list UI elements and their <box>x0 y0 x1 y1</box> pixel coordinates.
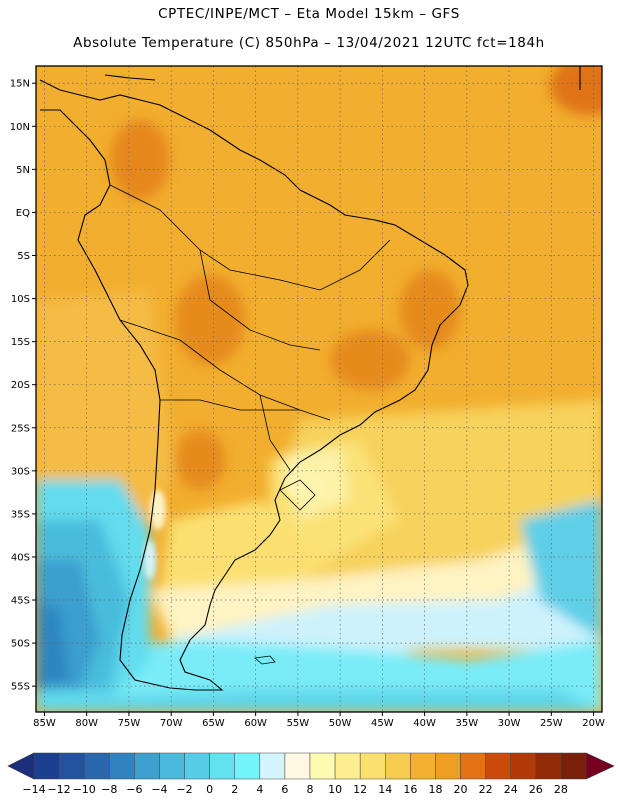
colorbar-swatch <box>259 752 286 780</box>
lat-tick-label: 15S <box>11 337 30 348</box>
lat-tick-label: EQ <box>16 208 30 219</box>
lon-tick-label: 60W <box>244 718 267 729</box>
colorbar-label: −8 <box>101 783 117 796</box>
lat-tick-label: 20S <box>11 380 30 391</box>
lat-tick-label: 10N <box>10 122 30 133</box>
colorbar-labels: −14 −12 −10 −8 −6 −4 −2 0 2 4 6 8 10 12 14 16 18 20 22 24 26… <box>22 783 568 796</box>
colorbar-swatch <box>535 752 562 780</box>
lon-tick-label: 45W <box>371 718 394 729</box>
colorbar-label: 8 <box>307 783 314 796</box>
lon-tick-label: 70W <box>160 718 183 729</box>
colorbar-label: 26 <box>529 783 543 796</box>
lon-tick-label: 55W <box>287 718 310 729</box>
colorbar-swatch <box>284 752 311 780</box>
colorbar-swatch <box>359 752 386 780</box>
colorbar-label: 0 <box>206 783 213 796</box>
colorbar-swatch <box>385 752 411 780</box>
colorbar-label: −2 <box>176 783 192 796</box>
colorbar-swatch <box>134 752 160 780</box>
colorbar-swatch <box>159 752 185 780</box>
lat-tick-label: 50S <box>11 639 30 650</box>
lat-tick-label: 40S <box>11 552 30 563</box>
colorbar-under-arrow <box>7 752 35 780</box>
colorbar-label: 14 <box>378 783 392 796</box>
colorbar-swatch <box>334 752 361 780</box>
lat-tick-label: 55S <box>11 682 30 693</box>
longitude-axis: 85W 80W 75W 70W 65W 60W 55W 50W 45W 40W 35W 30W 25W 2… <box>33 712 605 729</box>
colorbar-label: 6 <box>281 783 288 796</box>
lat-tick-label: 5N <box>16 165 30 176</box>
title-line-1: CPTEC/INPE/MCT – Eta Model 15km – GFS <box>158 6 460 22</box>
lon-tick-label: 25W <box>540 718 563 729</box>
colorbar-swatch <box>510 752 537 780</box>
lat-tick-label: 30S <box>11 466 30 477</box>
colorbar-label: 24 <box>504 783 518 796</box>
colorbar-label: −14 <box>22 783 45 796</box>
lon-tick-label: 50W <box>329 718 352 729</box>
colorbar-swatch <box>560 752 587 780</box>
lon-tick-label: 20W <box>582 718 605 729</box>
lat-tick-label: 35S <box>11 509 30 520</box>
colorbar-label: 10 <box>328 783 342 796</box>
lat-tick-label: 5S <box>17 251 30 262</box>
colorbar-swatch <box>460 752 486 780</box>
colorbar-swatch <box>234 752 261 780</box>
map-frame <box>35 65 603 713</box>
lon-tick-label: 30W <box>498 718 521 729</box>
colorbar-over-arrow <box>585 752 615 780</box>
colorbar-label: 18 <box>428 783 442 796</box>
lat-tick-label: 10S <box>11 294 30 305</box>
colorbar-swatch <box>209 752 235 780</box>
lon-tick-label: 80W <box>75 718 98 729</box>
lat-tick-label: 25S <box>11 423 30 434</box>
colorbar-swatch <box>33 752 60 780</box>
colorbar-swatch <box>309 752 336 780</box>
colorbar <box>7 752 615 780</box>
lon-tick-label: 75W <box>118 718 141 729</box>
colorbar-label: 20 <box>454 783 468 796</box>
colorbar-label: −12 <box>47 783 70 796</box>
lat-tick-label: 45S <box>11 596 30 607</box>
colorbar-swatch <box>58 752 85 780</box>
colorbar-swatch <box>184 752 210 780</box>
colorbar-swatch <box>435 752 461 780</box>
colorbar-label: −10 <box>73 783 96 796</box>
colorbar-label: 16 <box>403 783 417 796</box>
latitude-axis: 15N 10N 5N EQ 5S 10S 15S 20S 25S 30S 35S 40S 45S 50S 5… <box>10 79 36 693</box>
temperature-field <box>36 66 602 712</box>
lon-tick-label: 85W <box>33 718 56 729</box>
colorbar-label: 2 <box>231 783 238 796</box>
colorbar-swatch <box>410 752 436 780</box>
coastline <box>39 66 581 691</box>
colorbar-label: −6 <box>126 783 142 796</box>
lon-tick-label: 40W <box>413 718 436 729</box>
colorbar-label: 28 <box>554 783 568 796</box>
colorbar-label: −4 <box>151 783 167 796</box>
colorbar-label: 4 <box>256 783 263 796</box>
colorbar-swatch <box>83 752 110 780</box>
lat-tick-label: 15N <box>10 79 30 90</box>
colorbar-label: 22 <box>479 783 493 796</box>
title-line-2: Absolute Temperature (C) 850hPa – 13/04/… <box>73 35 545 51</box>
lon-tick-label: 35W <box>456 718 479 729</box>
colorbar-label: 12 <box>353 783 367 796</box>
colorbar-swatch <box>485 752 511 780</box>
colorbar-swatch <box>109 752 135 780</box>
lon-tick-label: 65W <box>202 718 225 729</box>
